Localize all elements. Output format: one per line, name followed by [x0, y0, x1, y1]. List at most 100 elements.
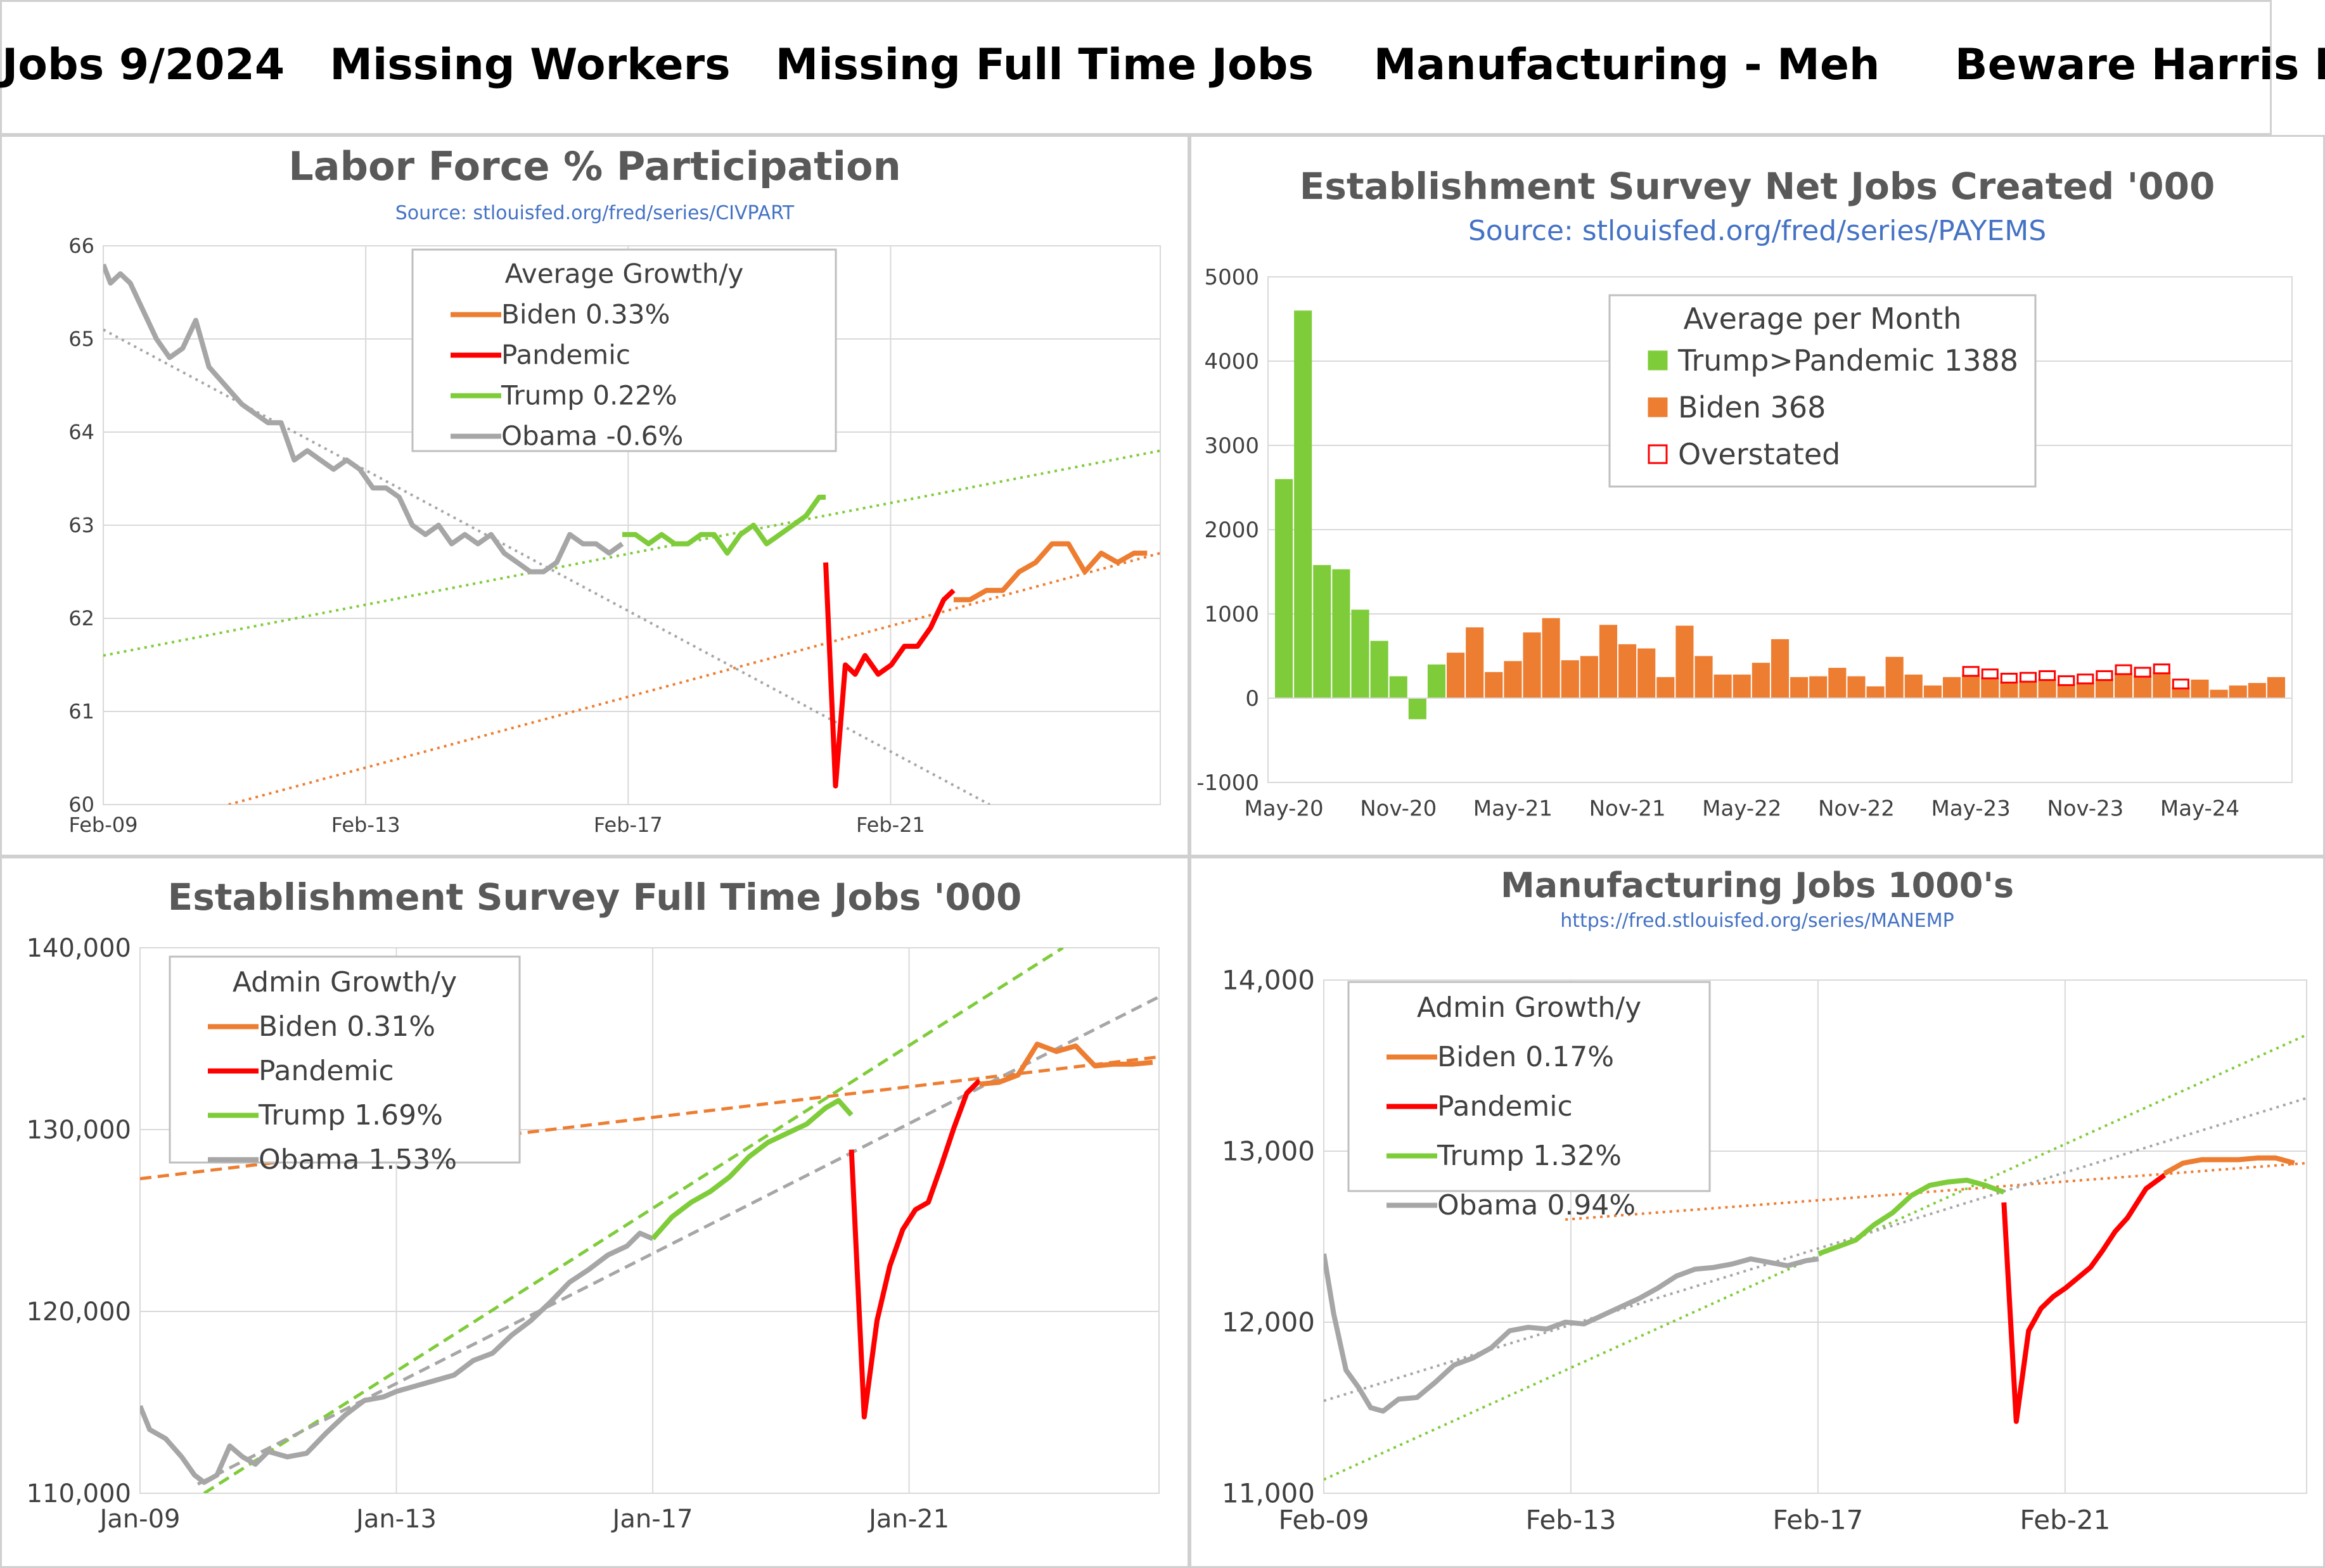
bar: [1370, 641, 1388, 698]
bar: [1828, 668, 1847, 698]
series-line-biden: [2163, 1155, 2295, 1176]
legend-title: Average per Month: [1684, 302, 1962, 336]
x-tick-label: Feb-21: [2020, 1505, 2110, 1536]
bar: [1275, 479, 1293, 698]
x-tick-label: Nov-23: [2047, 796, 2123, 822]
y-tick-label: 63: [68, 513, 94, 537]
legend-entry: Trump 0.22%: [501, 380, 677, 411]
overstated-marker: [2172, 679, 2189, 690]
y-tick-label: 61: [68, 699, 94, 723]
bar: [2248, 683, 2266, 698]
overstated-marker: [2153, 663, 2170, 675]
legend-title: Average Growth/y: [505, 258, 744, 290]
overstated-marker: [2039, 670, 2056, 681]
legend-entry: Overstated: [1678, 437, 1840, 471]
x-tick-label: Feb-21: [856, 813, 925, 837]
series-line-biden: [979, 1042, 1153, 1087]
legend-box: [411, 248, 837, 452]
overstated-marker: [2096, 670, 2113, 681]
legend-swatch: [1648, 444, 1668, 464]
overstated-marker: [1962, 666, 1980, 677]
x-tick-label: Jan-21: [867, 1505, 949, 1534]
overstated-marker: [2000, 672, 2018, 684]
full-time-jobs-chart: Establishment Survey Full Time Jobs '000…: [27, 876, 1160, 1534]
legend-entry: Pandemic: [501, 340, 631, 371]
y-tick-label: 120,000: [27, 1297, 131, 1327]
bar: [1942, 677, 1961, 698]
bar: [1885, 656, 1904, 698]
y-tick-label: 65: [68, 327, 94, 351]
bar: [2114, 673, 2133, 698]
bar: [1485, 672, 1503, 698]
chart-title: Establishment Survey Full Time Jobs '000: [168, 876, 1022, 919]
x-tick-label: Feb-09: [1279, 1505, 1369, 1536]
legend-box: [169, 955, 521, 1164]
bar: [1427, 664, 1446, 698]
legend-entry: Biden 0.31%: [259, 1010, 435, 1043]
labor-force-chart-panel: Labor Force % Participation Source: stlou…: [0, 135, 1189, 857]
y-tick-label: 3000: [1204, 433, 1259, 459]
bar: [1771, 639, 1790, 698]
overstated-marker: [2115, 664, 2132, 675]
bar: [1561, 660, 1579, 698]
legend-entry: Obama -0.6%: [501, 421, 683, 452]
bar: [2095, 679, 2113, 698]
bar: [2172, 687, 2190, 698]
bar: [1694, 656, 1713, 698]
bar: [1599, 625, 1618, 698]
bar: [1981, 677, 1999, 698]
overstated-marker: [2077, 673, 2094, 685]
legend-title: Admin Growth/y: [233, 966, 457, 998]
bar: [1752, 663, 1770, 698]
x-tick-label: Nov-22: [1818, 796, 1895, 822]
series-line-pandemic: [2001, 1173, 2167, 1424]
chart-source: Source: stlouisfed.org/fred/series/CIVPA…: [395, 202, 795, 224]
legend-entry: Obama 0.94%: [1437, 1189, 1636, 1221]
series-line-trump: [622, 494, 826, 556]
bar: [1733, 674, 1751, 698]
plot-area: [139, 947, 1160, 1494]
legend-entry: Biden 368: [1678, 390, 1826, 424]
x-tick-label: May-21: [1473, 796, 1553, 822]
net-jobs-chart: Establishment Survey Net Jobs Created '0…: [1196, 165, 2293, 822]
series-line-pandemic: [823, 562, 956, 789]
trendline-trump: [103, 449, 1160, 657]
x-tick-label: Jan-09: [98, 1505, 181, 1534]
page-title: Jobs 9/2024 Missing Workers Missing Full…: [2, 40, 2325, 90]
series-line-obama: [140, 1230, 654, 1485]
y-tick-label: -1000: [1196, 770, 1259, 796]
chart-source: https://fred.stlouisfed.org/series/MANEM…: [1560, 910, 1954, 932]
bar: [1847, 676, 1866, 698]
x-tick-label: Feb-13: [1525, 1505, 1616, 1536]
bar: [1923, 685, 1942, 698]
bar: [1962, 674, 1980, 698]
y-tick-label: 12,000: [1222, 1307, 1315, 1338]
x-tick-label: Feb-17: [1772, 1505, 1863, 1536]
y-tick-label: 64: [68, 420, 94, 444]
legend-entry: Pandemic: [259, 1055, 394, 1087]
y-tick-label: 110,000: [27, 1479, 131, 1508]
x-tick-label: Nov-21: [1589, 796, 1666, 822]
bar: [1542, 618, 1560, 698]
bar: [2057, 684, 2075, 698]
full-time-jobs-chart-panel: Establishment Survey Full Time Jobs '000…: [0, 857, 1189, 1568]
bar: [1332, 569, 1350, 698]
bar: [1790, 677, 1809, 698]
bar: [1389, 676, 1407, 698]
bar: [1351, 609, 1369, 698]
series-line-trump: [651, 1098, 854, 1240]
legend-entry: Trump>Pandemic 1388: [1677, 343, 2018, 378]
plot-area: [1323, 979, 2307, 1494]
trendline-biden: [1565, 1161, 2307, 1221]
legend-entry: Trump 1.32%: [1437, 1140, 1622, 1172]
title-bar: Jobs 9/2024 Missing Workers Missing Full…: [0, 0, 2325, 135]
x-tick-label: Jan-17: [611, 1505, 693, 1534]
y-tick-label: 130,000: [27, 1116, 131, 1145]
bar: [1408, 698, 1426, 720]
trendline-biden: [228, 552, 1160, 805]
bar: [1656, 677, 1675, 698]
trendline-trump: [203, 948, 1064, 1493]
series-line-biden: [953, 541, 1148, 602]
bar: [2019, 680, 2037, 698]
x-tick-label: Nov-20: [1360, 796, 1437, 822]
